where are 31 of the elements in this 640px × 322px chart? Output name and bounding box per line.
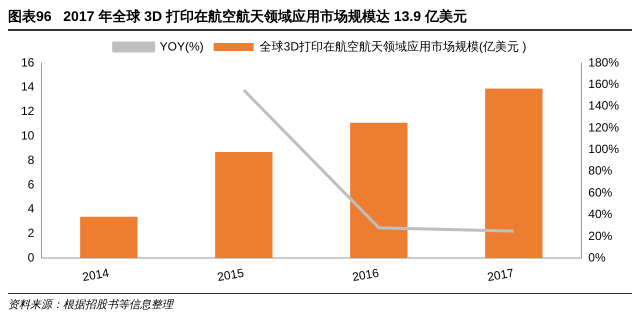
- y-tick-label: 8: [28, 152, 35, 167]
- y-tick-label: 12: [20, 104, 35, 118]
- y-tick-label: 10: [20, 128, 35, 143]
- y-tick-label: 6: [28, 177, 35, 192]
- y-tick-label: 14: [20, 80, 35, 94]
- y2-tick-label: 40%: [588, 207, 613, 222]
- legend-label: 全球3D打印在航空航天领域应用市场规模(亿美元 ): [260, 39, 526, 54]
- legend-label: YOY(%): [160, 39, 204, 54]
- bar: [215, 152, 273, 258]
- bar: [485, 88, 542, 258]
- x-tick-label: 2015: [216, 266, 246, 284]
- bar: [350, 122, 408, 258]
- y2-tick-label: 120%: [588, 120, 620, 134]
- y2-tick-label: 60%: [588, 185, 613, 200]
- y2-tick-label: 180%: [588, 55, 620, 70]
- y2-tick-label: 160%: [588, 77, 620, 91]
- y2-tick-label: 20%: [588, 228, 613, 243]
- y-tick-label: 4: [28, 202, 35, 216]
- text: 资料来源：根据招股书等信息整理: [8, 298, 175, 312]
- x-tick-label: 2016: [351, 266, 380, 284]
- y2-tick-label: 0%: [588, 250, 606, 264]
- x-tick-label: 2017: [486, 266, 516, 284]
- y2-tick-label: 100%: [588, 142, 620, 156]
- y-tick-label: 2: [28, 226, 35, 240]
- bar: [80, 216, 138, 258]
- y-tick-label: 0: [28, 250, 35, 264]
- chart-title: 图表96 2017 年全球 3D 打印在航空航天领域应用市场规模达 13.9 亿美元: [8, 8, 632, 31]
- x-tick-label: 2014: [81, 266, 110, 284]
- y-tick-label: 16: [20, 55, 35, 70]
- y2-tick-label: 140%: [588, 98, 620, 113]
- y2-tick-label: 80%: [588, 164, 613, 178]
